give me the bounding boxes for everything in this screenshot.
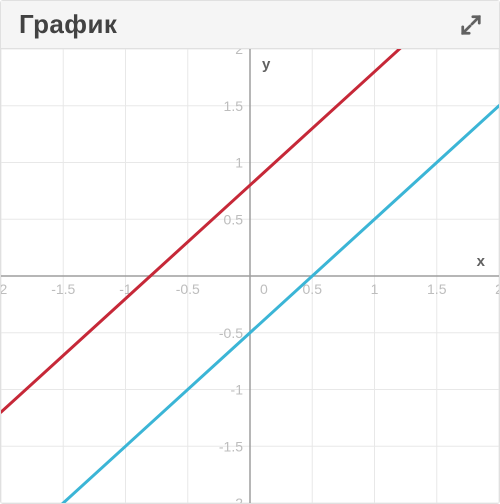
- svg-text:1.5: 1.5: [224, 98, 244, 114]
- svg-text:1.5: 1.5: [427, 281, 447, 297]
- svg-text:1: 1: [235, 155, 243, 171]
- svg-text:-2: -2: [1, 281, 7, 297]
- svg-text:0: 0: [260, 281, 268, 297]
- svg-text:-2: -2: [231, 495, 244, 503]
- expand-button[interactable]: [457, 11, 485, 39]
- svg-text:-1.5: -1.5: [219, 438, 243, 454]
- chart-header: График: [1, 1, 499, 49]
- plot-svg: -2-1.5-1-0.500.511.52-2-1.5-1-0.50.511.5…: [1, 49, 499, 503]
- expand-icon: [460, 14, 482, 36]
- chart-plot: -2-1.5-1-0.500.511.52-2-1.5-1-0.50.511.5…: [1, 49, 499, 503]
- svg-text:1: 1: [371, 281, 379, 297]
- svg-text:0.5: 0.5: [224, 211, 244, 227]
- svg-text:-0.5: -0.5: [219, 325, 243, 341]
- svg-text:x: x: [477, 253, 486, 270]
- svg-text:-1: -1: [231, 382, 244, 398]
- svg-text:2: 2: [235, 49, 243, 57]
- chart-card: График -2-1.5-1-0.500.511.52-2-1.5-1-0.5…: [0, 0, 500, 504]
- svg-text:-1.5: -1.5: [51, 281, 75, 297]
- chart-title: График: [19, 9, 117, 40]
- svg-text:y: y: [262, 56, 271, 73]
- svg-text:-0.5: -0.5: [176, 281, 200, 297]
- svg-text:2: 2: [495, 281, 499, 297]
